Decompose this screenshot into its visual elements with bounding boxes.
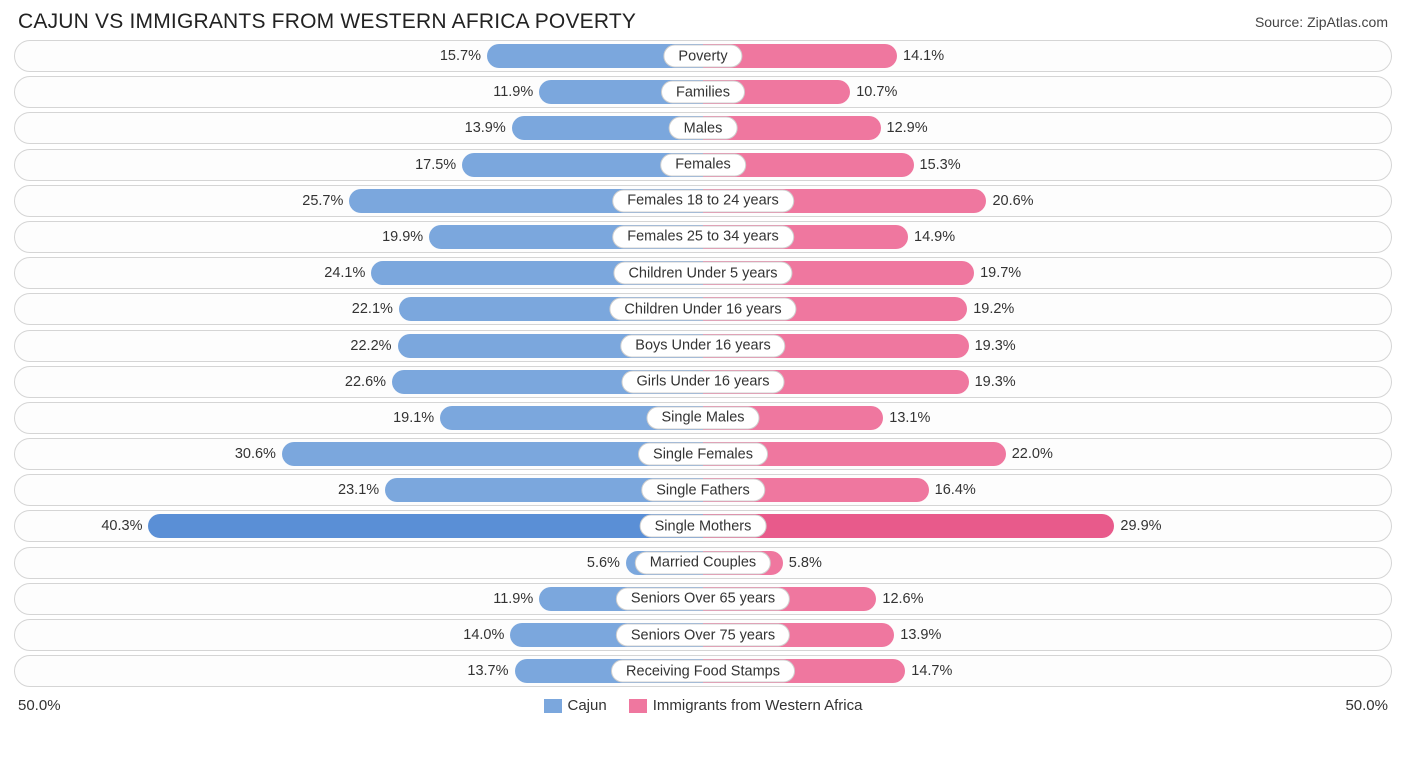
bar-row: 22.1% 19.2% Children Under 16 years	[14, 293, 1392, 325]
bar-right-value: 14.7%	[911, 663, 952, 679]
bar-row: 22.2% 19.3% Boys Under 16 years	[14, 330, 1392, 362]
bar-left-value: 13.7%	[467, 663, 508, 679]
category-pill: Males	[669, 117, 738, 140]
bar-right-value: 10.7%	[856, 84, 897, 100]
bar-row: 13.9% 12.9% Males	[14, 112, 1392, 144]
category-pill: Seniors Over 65 years	[616, 587, 790, 610]
category-pill: Girls Under 16 years	[622, 370, 785, 393]
category-pill: Boys Under 16 years	[620, 334, 785, 357]
bar-left-value: 19.9%	[382, 229, 423, 245]
chart-legend: Cajun Immigrants from Western Africa	[18, 697, 1388, 714]
bar-right-value: 12.9%	[887, 120, 928, 136]
category-pill: Seniors Over 75 years	[616, 624, 790, 647]
source-name: ZipAtlas.com	[1307, 14, 1388, 30]
bar-right-value: 13.9%	[900, 627, 941, 643]
legend-item-right: Immigrants from Western Africa	[629, 697, 863, 714]
category-pill: Single Fathers	[641, 479, 765, 502]
category-pill: Females	[660, 153, 746, 176]
bar-right-value: 22.0%	[1012, 446, 1053, 462]
bar-right-value: 19.3%	[975, 338, 1016, 354]
bar-row: 17.5% 15.3% Females	[14, 149, 1392, 181]
category-pill: Children Under 5 years	[613, 262, 792, 285]
bar-row: 40.3% 29.9% Single Mothers	[14, 510, 1392, 542]
bar-row: 11.9% 10.7% Families	[14, 76, 1392, 108]
category-pill: Single Mothers	[640, 515, 767, 538]
bar-left-value: 30.6%	[235, 446, 276, 462]
bar-right-value: 14.9%	[914, 229, 955, 245]
chart-body: 15.7% 14.1% Poverty 11.9% 10.7% Families 13.9%…	[0, 40, 1406, 687]
bar-right-value: 19.7%	[980, 265, 1021, 281]
bar-row: 14.0% 13.9% Seniors Over 75 years	[14, 619, 1392, 651]
bar-left-value: 5.6%	[587, 555, 620, 571]
category-pill: Families	[661, 81, 745, 104]
category-pill: Females 25 to 34 years	[612, 225, 794, 248]
bar-left-value: 25.7%	[302, 193, 343, 209]
bar-left-value: 22.1%	[352, 301, 393, 317]
bar-row: 25.7% 20.6% Females 18 to 24 years	[14, 185, 1392, 217]
bar-left-value: 23.1%	[338, 482, 379, 498]
category-pill: Poverty	[663, 45, 742, 68]
bar-left-value: 15.7%	[440, 48, 481, 64]
bar-right-value: 19.2%	[973, 301, 1014, 317]
legend-item-left: Cajun	[544, 697, 607, 714]
bar-row: 15.7% 14.1% Poverty	[14, 40, 1392, 72]
bar-row: 13.7% 14.7% Receiving Food Stamps	[14, 655, 1392, 687]
bar-row: 19.9% 14.9% Females 25 to 34 years	[14, 221, 1392, 253]
bar-row: 24.1% 19.7% Children Under 5 years	[14, 257, 1392, 289]
chart-footer: 50.0% Cajun Immigrants from Western Afri…	[0, 691, 1406, 714]
chart-header: CAJUN VS IMMIGRANTS FROM WESTERN AFRICA …	[0, 0, 1406, 40]
legend-label-left: Cajun	[568, 697, 607, 714]
category-pill: Single Males	[646, 406, 759, 429]
bar-left-value: 17.5%	[415, 157, 456, 173]
chart-source: Source: ZipAtlas.com	[1255, 14, 1388, 30]
axis-label-right: 50.0%	[1345, 697, 1388, 714]
bar-left-value: 40.3%	[101, 518, 142, 534]
bar-left	[148, 514, 703, 538]
bar-left-value: 11.9%	[493, 84, 533, 100]
bar-right-value: 16.4%	[935, 482, 976, 498]
bar-right-value: 12.6%	[882, 591, 923, 607]
bar-row: 11.9% 12.6% Seniors Over 65 years	[14, 583, 1392, 615]
bar-row: 19.1% 13.1% Single Males	[14, 402, 1392, 434]
bar-row: 5.6% 5.8% Married Couples	[14, 547, 1392, 579]
legend-label-right: Immigrants from Western Africa	[653, 697, 863, 714]
category-pill: Married Couples	[635, 551, 771, 574]
bar-right-value: 29.9%	[1120, 518, 1161, 534]
bar-right-value: 5.8%	[789, 555, 822, 571]
category-pill: Females 18 to 24 years	[612, 189, 794, 212]
bar-left-value: 22.2%	[350, 338, 391, 354]
bar-row: 30.6% 22.0% Single Females	[14, 438, 1392, 470]
bar-right-value: 15.3%	[920, 157, 961, 173]
legend-swatch-left	[544, 699, 562, 713]
source-prefix: Source:	[1255, 14, 1307, 30]
bar-left-value: 22.6%	[345, 374, 386, 390]
bar-row: 22.6% 19.3% Girls Under 16 years	[14, 366, 1392, 398]
bar-left-value: 13.9%	[465, 120, 506, 136]
legend-swatch-right	[629, 699, 647, 713]
bar-right-value: 14.1%	[903, 48, 944, 64]
category-pill: Receiving Food Stamps	[611, 660, 795, 683]
chart-title: CAJUN VS IMMIGRANTS FROM WESTERN AFRICA …	[18, 10, 636, 34]
bar-left-value: 24.1%	[324, 265, 365, 281]
bar-right-value: 13.1%	[889, 410, 930, 426]
category-pill: Single Females	[638, 443, 768, 466]
bar-right-value: 20.6%	[992, 193, 1033, 209]
bar-left-value: 11.9%	[493, 591, 533, 607]
bar-right-value: 19.3%	[975, 374, 1016, 390]
category-pill: Children Under 16 years	[609, 298, 796, 321]
bar-row: 23.1% 16.4% Single Fathers	[14, 474, 1392, 506]
bar-left-value: 19.1%	[393, 410, 434, 426]
bar-left-value: 14.0%	[463, 627, 504, 643]
